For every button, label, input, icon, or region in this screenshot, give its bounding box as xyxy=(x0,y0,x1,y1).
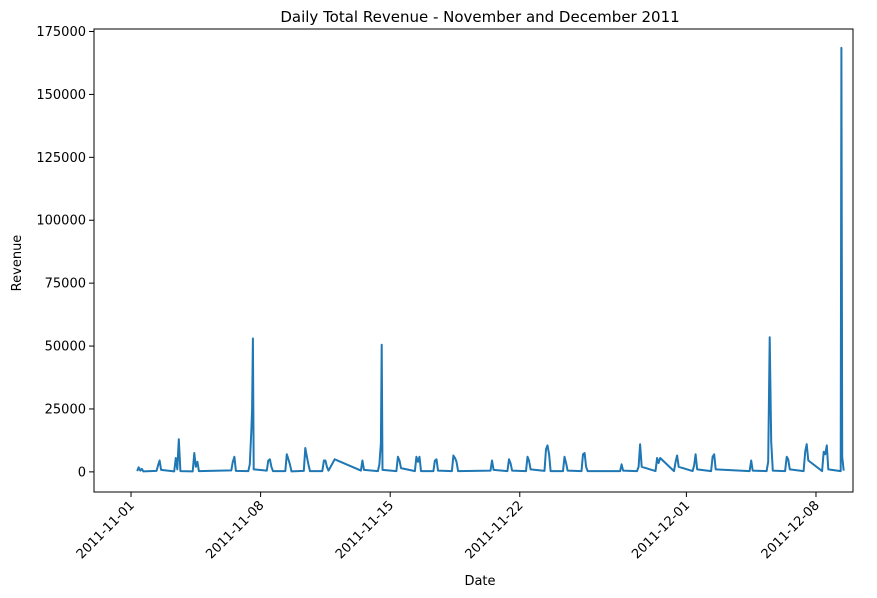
y-tick-label: 150000 xyxy=(36,88,86,103)
x-tick-label: 2011-12-01 xyxy=(629,498,693,562)
x-tick-label: 2011-11-15 xyxy=(333,498,397,562)
y-axis-label: Revenue xyxy=(10,235,25,292)
axes-frame xyxy=(93,28,854,493)
y-tick-label: 75000 xyxy=(45,277,86,292)
x-tick-label: 2011-11-01 xyxy=(74,498,138,562)
y-tick-label: 100000 xyxy=(36,214,86,229)
y-tick-label: 0 xyxy=(78,465,86,480)
x-tick-label: 2011-11-08 xyxy=(203,498,267,562)
x-axis-ticks: 2011-11-01 2011-11-08 2011-11-15 2011-11-22… xyxy=(74,492,823,562)
x-tick-label: 2011-11-22 xyxy=(463,498,527,562)
y-axis-ticks: 0 25000 50000 75000 100000 125000 150000 175000 xyxy=(36,25,94,480)
y-tick-label: 50000 xyxy=(45,340,86,355)
y-tick-label: 25000 xyxy=(45,402,86,417)
series-line-revenue xyxy=(136,46,845,473)
plot-area xyxy=(136,46,845,473)
y-tick-label: 175000 xyxy=(36,25,86,40)
x-axis-label: Date xyxy=(464,574,495,589)
y-tick-label: 125000 xyxy=(36,151,86,166)
x-tick-label: 2011-12-08 xyxy=(759,498,823,562)
chart-title: Daily Total Revenue - November and Decem… xyxy=(280,8,679,26)
